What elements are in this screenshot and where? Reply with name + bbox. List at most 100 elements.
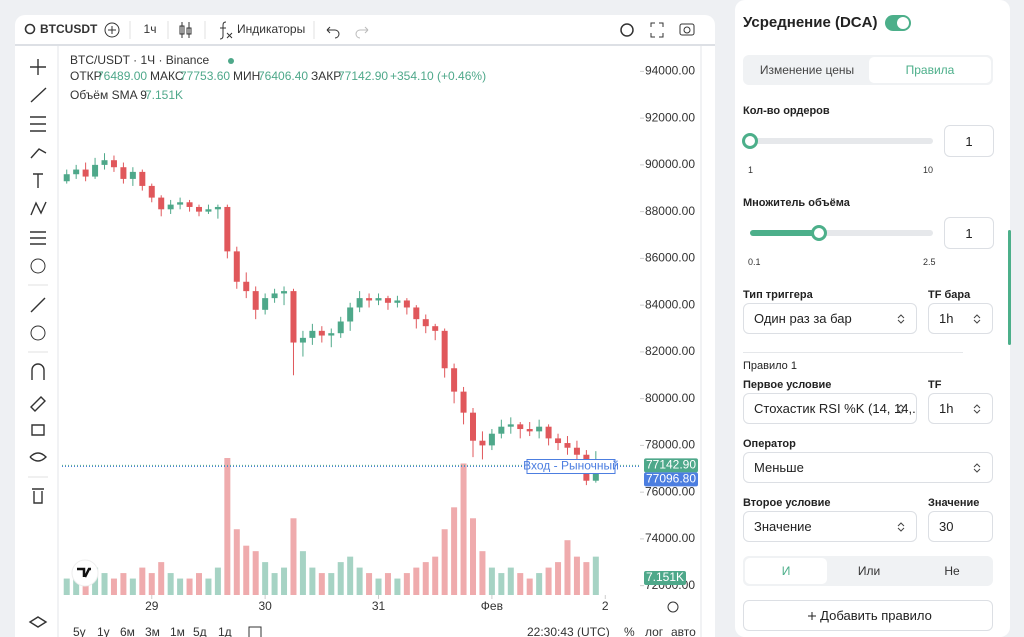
auto[interactable]: авто [671, 625, 696, 637]
candle-body [290, 291, 297, 343]
legend-close: 77142.90 [338, 69, 388, 83]
price-tag [644, 458, 698, 473]
camera-icon[interactable] [679, 23, 695, 36]
tab-active[interactable]: Правила [869, 57, 991, 83]
tab[interactable]: Изменение цены [759, 63, 855, 77]
candle-body [441, 330, 448, 369]
candle-body [507, 424, 514, 427]
volume-bar [328, 573, 335, 595]
range-button[interactable]: 6м [120, 625, 135, 637]
number-input[interactable]: 1 [944, 125, 994, 157]
settings-icon[interactable] [620, 23, 634, 37]
logic-option-active[interactable]: И [745, 558, 827, 584]
select[interactable]: Один раз за бар [743, 303, 917, 334]
drawing-tool[interactable] [30, 325, 46, 341]
drawing-tool[interactable] [30, 148, 47, 159]
range-button[interactable]: 1y [97, 625, 110, 637]
field-label: Тип триггера [743, 289, 813, 301]
percent[interactable]: % [624, 625, 635, 637]
fullscreen-icon[interactable] [650, 22, 664, 38]
drawing-tool[interactable] [30, 258, 46, 274]
candle-body [366, 298, 373, 301]
candle-body [337, 321, 344, 334]
drawing-tool[interactable] [30, 59, 46, 75]
drawing-tool[interactable] [28, 616, 48, 628]
range-button[interactable]: 1м [170, 625, 185, 637]
plus [108, 26, 116, 34]
undo [326, 26, 340, 39]
candle-body [403, 300, 410, 308]
drawing-tool[interactable] [30, 297, 46, 313]
indicators[interactable]: Индикаторы [237, 22, 305, 36]
drawing-tool[interactable] [31, 363, 45, 380]
select[interactable]: Меньше [743, 452, 993, 483]
volume-bar [347, 556, 354, 595]
text-input[interactable]: 30 [928, 511, 993, 542]
drawing-tool[interactable] [30, 231, 46, 245]
volume-tag [644, 571, 686, 585]
range-button[interactable]: 3м [145, 625, 160, 637]
candle-body [63, 174, 70, 182]
camera-lens [683, 26, 691, 34]
drawing-tool[interactable] [32, 488, 44, 504]
candle-body [479, 440, 486, 446]
slider-thumb[interactable] [810, 225, 827, 241]
slider-min: 1 [748, 165, 754, 175]
interval[interactable]: 1ч [144, 22, 157, 36]
slider-thumb[interactable] [742, 133, 758, 149]
range-button[interactable]: 5y [73, 625, 86, 637]
chevron [897, 313, 905, 324]
candle-body [167, 204, 174, 210]
candle-body [252, 291, 259, 310]
legend-title: BTC/USDT · 1Ч · Binance [70, 53, 209, 67]
range-button[interactable]: 5д [193, 625, 207, 637]
volume-bar [290, 518, 297, 595]
volume-bar [120, 573, 127, 595]
field-label: Значение [928, 497, 980, 509]
order-label-box[interactable] [526, 459, 616, 475]
candle-body [328, 333, 335, 336]
legend-open-label: ОТКР [70, 69, 102, 83]
volume-bar [233, 529, 240, 595]
drawing-tool[interactable] [30, 201, 47, 216]
volume-legend: Объём SMA 9 [70, 88, 147, 102]
volume-bar [488, 567, 495, 595]
candle-body [545, 426, 552, 439]
select[interactable]: Стохастик RSI %K (14, 14,... [743, 393, 917, 424]
volume-bar [394, 578, 401, 595]
y-tick-label: 84000.00 [645, 297, 695, 311]
x-tick-label: 30 [258, 599, 272, 613]
log[interactable]: лог [645, 625, 664, 637]
select[interactable]: Значение [743, 511, 917, 542]
select[interactable]: 1h [928, 393, 993, 424]
search-icon [24, 23, 36, 35]
chart: BTCUSDT1чИндикаторы72000.0074000.0076000… [15, 15, 715, 637]
volume-legend-value: 7.151K [145, 88, 183, 102]
toggle-knob [897, 17, 909, 29]
add-rule-button[interactable]: Добавить правило [743, 600, 993, 631]
range-button[interactable]: 1д [218, 625, 232, 637]
drawing-tool[interactable] [30, 396, 46, 412]
drawing-tool[interactable] [29, 452, 47, 462]
drawing-tool[interactable] [31, 424, 45, 436]
drawing-tool[interactable] [33, 173, 43, 188]
axis-settings[interactable] [667, 601, 679, 613]
volume-bar [403, 573, 410, 595]
add-symbol[interactable] [104, 22, 120, 38]
drawing-tool[interactable] [30, 116, 46, 132]
select[interactable]: 1h [928, 303, 993, 334]
logic-option[interactable]: Или [857, 564, 881, 578]
price-tag [644, 472, 698, 487]
y-tick-label: 80000.00 [645, 391, 695, 405]
drawing-tool[interactable] [30, 87, 47, 103]
price-tag-label: 77096.80 [646, 472, 696, 486]
volume-bar [507, 567, 514, 595]
volume-bar [158, 562, 165, 595]
y-tick-label: 74000.00 [645, 531, 695, 545]
symbol[interactable]: BTCUSDT [40, 22, 98, 36]
y-tick-label: 90000.00 [645, 157, 695, 171]
logic-option[interactable]: Не [944, 564, 960, 578]
volume-bar [196, 573, 202, 595]
volume-bar [318, 573, 325, 595]
number-input[interactable]: 1 [944, 217, 994, 249]
